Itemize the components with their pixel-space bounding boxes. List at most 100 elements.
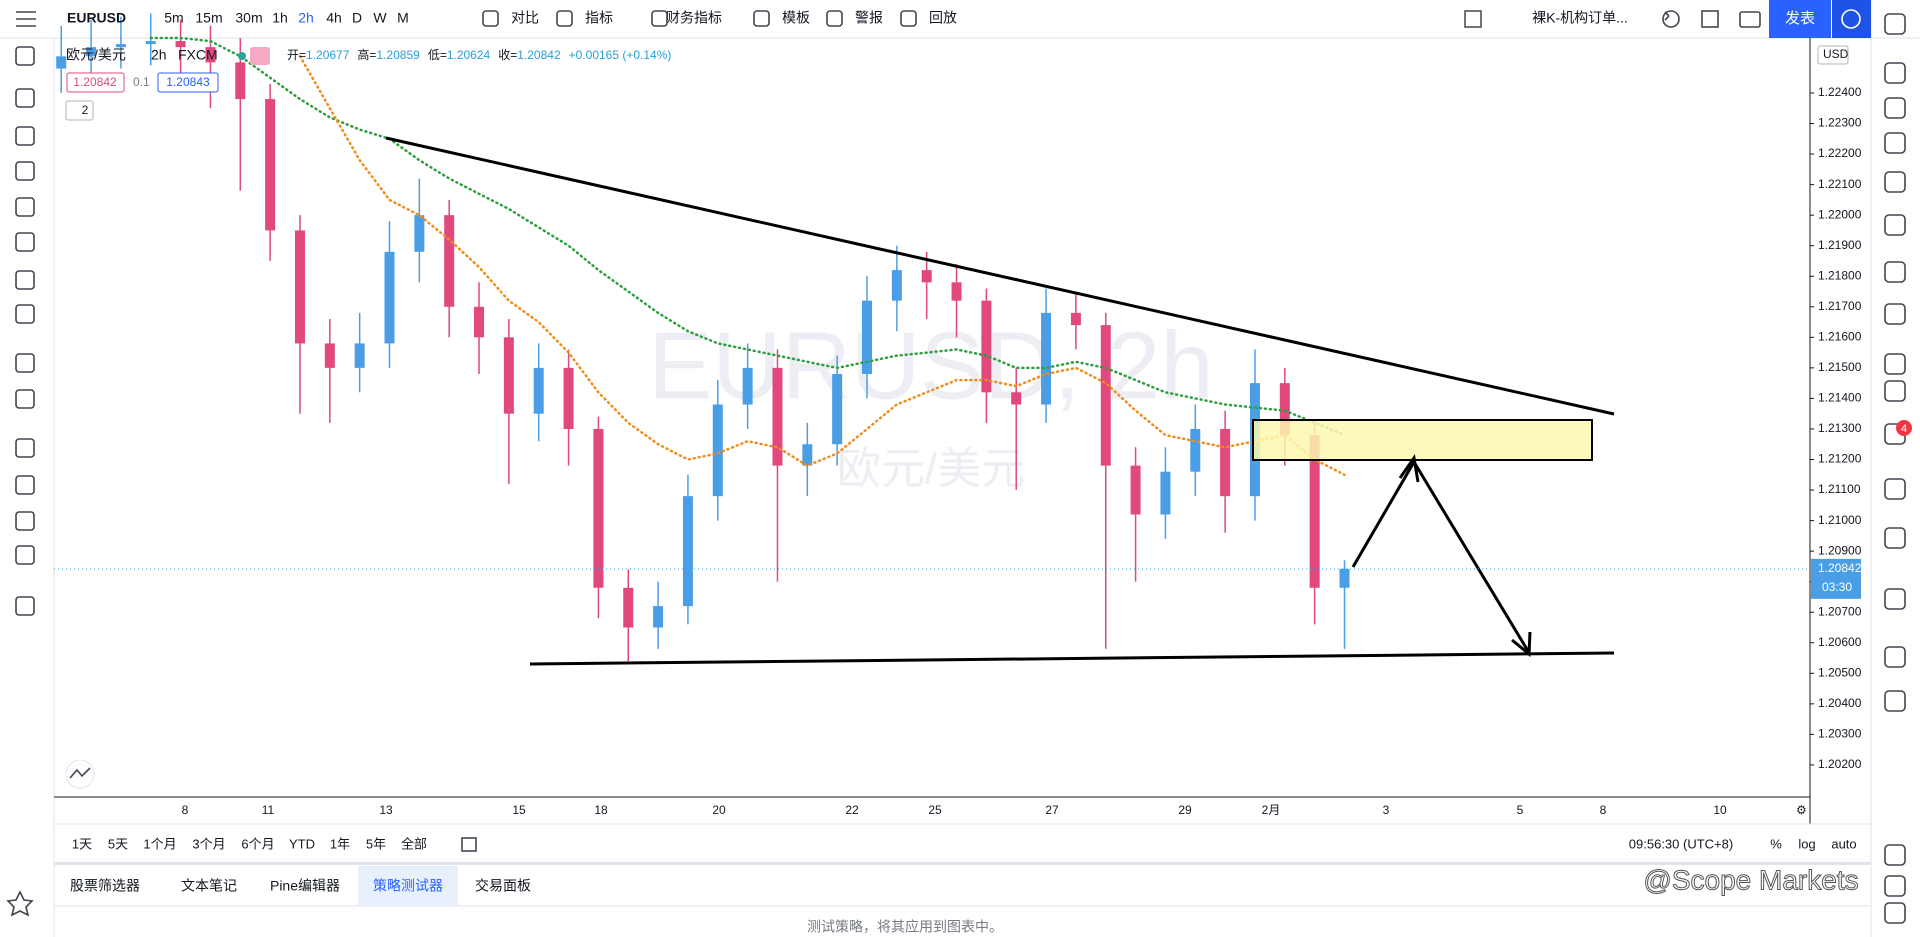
candle-body	[444, 215, 455, 307]
interval-button[interactable]: 5m	[164, 10, 183, 26]
sidebar-icon[interactable]	[1884, 875, 1906, 897]
sidebar-icon[interactable]	[1884, 261, 1906, 283]
sidebar-icon[interactable]	[1884, 353, 1906, 375]
sidebar-icon[interactable]	[1884, 97, 1906, 119]
toolbar-button[interactable]: 指标	[585, 10, 613, 26]
sidebar-icon[interactable]	[1884, 588, 1906, 610]
settings-icon[interactable]	[1662, 10, 1680, 28]
panel-tab[interactable]: 交易面板	[475, 878, 531, 894]
panel-tab[interactable]: 文本笔记	[181, 878, 237, 894]
range-button[interactable]: 5天	[108, 836, 128, 851]
market-icon[interactable]	[250, 47, 270, 65]
interval-button[interactable]: 2h	[298, 10, 314, 26]
range-button[interactable]: 1天	[72, 836, 92, 851]
candle-body	[414, 215, 425, 252]
panel-tab[interactable]: Pine编辑器	[270, 878, 340, 894]
sidebar-icon[interactable]	[1884, 132, 1906, 154]
tool-icon[interactable]	[15, 475, 35, 495]
play-button[interactable]	[1832, 0, 1871, 38]
sidebar-icon[interactable]	[1884, 690, 1906, 712]
fullscreen-icon[interactable]	[1701, 10, 1719, 28]
tool-icon[interactable]	[15, 353, 35, 373]
range-button[interactable]: 3个月	[192, 836, 225, 851]
tool-icon[interactable]	[15, 304, 35, 324]
tool-icon[interactable]	[15, 438, 35, 458]
tool-icon[interactable]	[15, 197, 35, 217]
tool-icon[interactable]	[15, 545, 35, 565]
interval-button[interactable]: D	[352, 10, 362, 26]
candle-body	[921, 270, 932, 283]
legend: 欧元/美元 2h FXCM 开=1.20677 高=1.20859 低=1.2062…	[65, 47, 672, 121]
range-button[interactable]: 6个月	[241, 836, 274, 851]
range-button[interactable]: 5年	[366, 836, 386, 851]
change: +0.00165 (+0.14%)	[569, 48, 672, 62]
x-tick-label: 11	[262, 803, 275, 817]
interval-button[interactable]: 4h	[326, 10, 342, 26]
range-button[interactable]: 1个月	[143, 836, 176, 851]
sidebar-icon[interactable]	[1884, 646, 1906, 668]
candle-body	[86, 47, 97, 57]
interval-button[interactable]: W	[373, 10, 387, 26]
sidebar-icon[interactable]	[1884, 62, 1906, 84]
status-auto[interactable]: auto	[1831, 836, 1856, 851]
tool-icon[interactable]	[15, 46, 35, 66]
toolbar-button[interactable]: 模板	[782, 10, 810, 26]
tool-icon[interactable]	[15, 161, 35, 181]
sidebar-icon[interactable]	[1884, 478, 1906, 500]
tool-icon[interactable]	[15, 88, 35, 108]
candle-body	[56, 56, 67, 69]
ask: 1.20843	[166, 75, 210, 89]
status-dot	[238, 52, 246, 60]
sidebar-icon[interactable]	[1884, 902, 1906, 924]
candle-body	[1309, 435, 1320, 588]
calendar-icon[interactable]	[461, 837, 477, 852]
interval-button[interactable]: 1h	[272, 10, 288, 26]
status-log[interactable]: log	[1798, 836, 1815, 851]
indicator-toggle[interactable]	[65, 100, 94, 121]
interval-button[interactable]: M	[397, 10, 409, 26]
tool-icon[interactable]	[15, 511, 35, 531]
toolbar-button[interactable]: 回放	[929, 10, 957, 26]
symbol[interactable]: EURUSD	[67, 10, 126, 26]
zone	[1252, 419, 1593, 461]
range-button[interactable]: 全部	[401, 836, 427, 851]
bid-box[interactable]	[66, 72, 125, 93]
sidebar-icon[interactable]	[1884, 844, 1906, 866]
range-button[interactable]: YTD	[289, 836, 315, 851]
sidebar-icon[interactable]	[1884, 527, 1906, 549]
sidebar-icon[interactable]	[1884, 303, 1906, 325]
interval-button[interactable]: 15m	[195, 10, 222, 26]
status-percent[interactable]: %	[1770, 836, 1782, 851]
checkbox[interactable]	[1464, 10, 1482, 28]
settings-gear[interactable]: ⚙	[1796, 803, 1807, 817]
snapshot-icon[interactable]	[1739, 11, 1761, 28]
x-tick-label: 8	[1600, 803, 1607, 817]
tool-icon[interactable]	[15, 596, 35, 616]
tool-icon[interactable]	[15, 389, 35, 409]
menu-icon[interactable]	[16, 11, 36, 27]
tool-icon[interactable]	[15, 270, 35, 290]
toolbar-button[interactable]: 警报	[855, 10, 883, 26]
x-tick-label: 2月	[1262, 803, 1281, 817]
star-icon[interactable]	[6, 890, 34, 917]
x-tick-label: 27	[1045, 803, 1059, 817]
panel-tab[interactable]: 策略测试器	[373, 878, 443, 894]
sidebar-icon[interactable]	[1884, 13, 1906, 35]
y-tick-label: 1.20400	[1818, 696, 1862, 710]
sidebar-icon[interactable]	[1884, 214, 1906, 236]
range-button[interactable]: 1年	[330, 836, 350, 851]
publish-button[interactable]	[1769, 0, 1831, 38]
toolbar-button[interactable]: 财务指标	[666, 10, 722, 26]
tool-icon[interactable]	[15, 126, 35, 146]
ask-box[interactable]	[157, 72, 219, 93]
layout-name[interactable]: 裸K-机构订单...	[1532, 10, 1628, 26]
panel-tab[interactable]: 股票筛选器	[70, 878, 140, 894]
interval-button[interactable]: 30m	[235, 10, 262, 26]
sidebar-icon[interactable]	[1884, 380, 1906, 402]
toolbar-button[interactable]: 对比	[511, 10, 539, 26]
ohlc-key: 开=	[287, 48, 306, 62]
publish[interactable]: 发表	[1785, 10, 1815, 27]
tool-icon[interactable]	[15, 232, 35, 252]
sidebar-icon[interactable]	[1884, 171, 1906, 193]
